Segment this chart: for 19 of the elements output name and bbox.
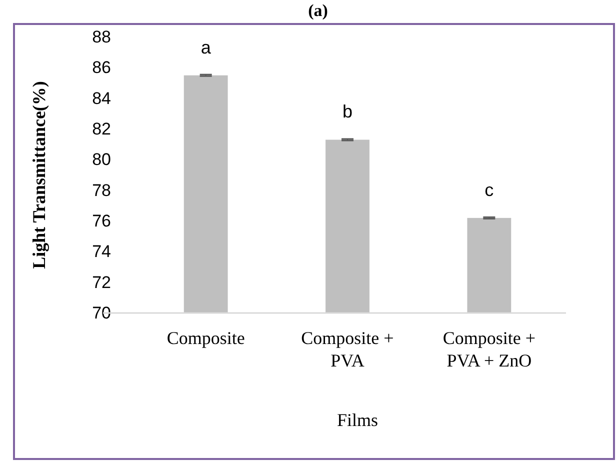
- y-tick-label: 74: [92, 242, 111, 262]
- annotation: c: [484, 180, 494, 200]
- chart-title: (a): [308, 1, 328, 20]
- y-axis-title: Light Transmittance(%): [29, 81, 49, 269]
- y-tick-label: 86: [92, 58, 111, 78]
- y-tick-label: 88: [92, 27, 111, 46]
- y-tick-label: 84: [92, 88, 111, 108]
- x-axis-title: Films: [336, 410, 378, 430]
- x-tick-label: Composite: [166, 328, 245, 348]
- y-tick-label: 70: [92, 303, 111, 322]
- y-tick-label: 76: [92, 211, 111, 230]
- y-tick-label: 78: [92, 180, 111, 200]
- y-tick-label: 72: [92, 272, 111, 292]
- x-tick-label: Composite + PVA: [301, 328, 394, 370]
- annotation: b: [342, 102, 353, 122]
- annotation: a: [200, 37, 212, 58]
- y-tick-label: 82: [92, 119, 111, 138]
- x-tick-label: Composite + PVA + ZnO: [442, 328, 536, 370]
- y-tick-label: 80: [92, 150, 111, 170]
